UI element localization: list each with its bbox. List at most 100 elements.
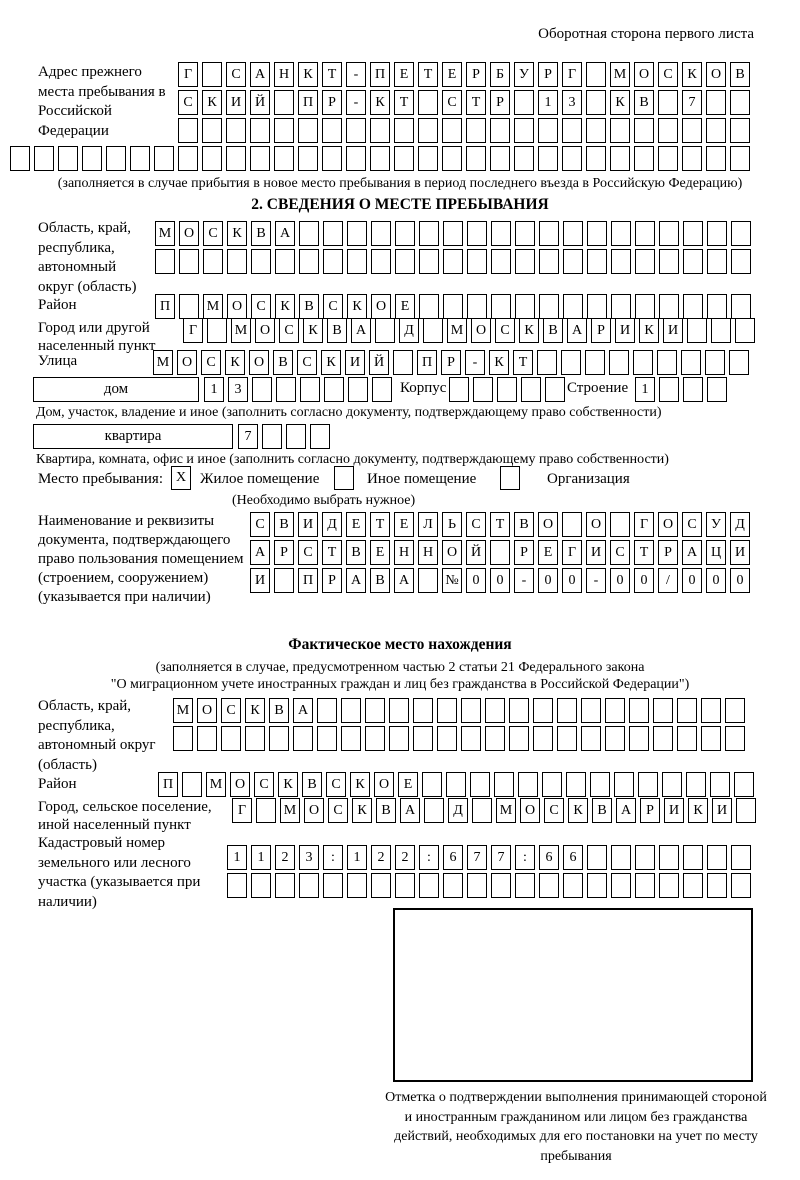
char-cell[interactable] — [730, 90, 750, 115]
char-cell[interactable]: Д — [448, 798, 468, 823]
char-cell[interactable] — [252, 377, 272, 402]
char-cell[interactable]: О — [520, 798, 540, 823]
char-cell[interactable] — [461, 698, 481, 723]
char-cell[interactable] — [653, 726, 673, 751]
char-cell[interactable]: 1 — [538, 90, 558, 115]
char-cell[interactable]: - — [465, 350, 485, 375]
char-cell[interactable] — [393, 350, 413, 375]
char-cell[interactable] — [227, 249, 247, 274]
char-cell[interactable] — [202, 146, 222, 171]
char-cell[interactable] — [419, 249, 439, 274]
char-cell[interactable] — [424, 798, 444, 823]
char-cell[interactable] — [518, 772, 538, 797]
char-cell[interactable] — [707, 221, 727, 246]
char-cell[interactable]: С — [250, 512, 270, 537]
char-cell[interactable] — [707, 249, 727, 274]
char-cell[interactable]: Г — [634, 512, 654, 537]
char-cell[interactable] — [491, 249, 511, 274]
char-cell[interactable]: М — [153, 350, 173, 375]
char-cell[interactable] — [323, 873, 343, 898]
char-cell[interactable] — [658, 90, 678, 115]
char-cell[interactable] — [341, 726, 361, 751]
char-cell[interactable] — [683, 249, 703, 274]
char-cell[interactable] — [563, 873, 583, 898]
char-cell[interactable] — [635, 873, 655, 898]
char-cell[interactable]: С — [442, 90, 462, 115]
char-cell[interactable]: В — [302, 772, 322, 797]
char-cell[interactable]: П — [417, 350, 437, 375]
char-cell[interactable]: И — [663, 318, 683, 343]
char-cell[interactable] — [371, 221, 391, 246]
char-cell[interactable] — [202, 62, 222, 87]
char-cell[interactable]: Р — [322, 568, 342, 593]
char-cell[interactable]: К — [227, 221, 247, 246]
char-cell[interactable] — [497, 377, 517, 402]
char-cell[interactable] — [226, 118, 246, 143]
cadastral-row-2[interactable] — [227, 873, 751, 898]
char-cell[interactable] — [659, 845, 679, 870]
char-cell[interactable] — [586, 118, 606, 143]
char-cell[interactable] — [472, 798, 492, 823]
char-cell[interactable]: Е — [395, 294, 415, 319]
char-cell[interactable] — [346, 118, 366, 143]
char-cell[interactable] — [659, 221, 679, 246]
char-cell[interactable]: О — [371, 294, 391, 319]
char-cell[interactable] — [538, 146, 558, 171]
char-cell[interactable] — [638, 772, 658, 797]
char-cell[interactable]: О — [304, 798, 324, 823]
char-cell[interactable] — [322, 146, 342, 171]
char-cell[interactable] — [610, 118, 630, 143]
char-cell[interactable]: К — [610, 90, 630, 115]
char-cell[interactable] — [581, 698, 601, 723]
actual-region-row-2[interactable] — [173, 726, 745, 751]
char-cell[interactable]: Р — [490, 90, 510, 115]
char-cell[interactable] — [683, 845, 703, 870]
apartment-type-box[interactable]: квартира — [33, 424, 233, 449]
char-cell[interactable] — [610, 512, 630, 537]
char-cell[interactable] — [725, 698, 745, 723]
char-cell[interactable]: С — [201, 350, 221, 375]
char-cell[interactable]: Н — [394, 540, 414, 565]
char-cell[interactable] — [557, 726, 577, 751]
char-cell[interactable] — [634, 118, 654, 143]
house-type-box[interactable]: дом — [33, 377, 199, 402]
char-cell[interactable] — [491, 221, 511, 246]
char-cell[interactable]: К — [350, 772, 370, 797]
char-cell[interactable] — [256, 798, 276, 823]
char-cell[interactable]: : — [419, 845, 439, 870]
char-cell[interactable] — [155, 249, 175, 274]
char-cell[interactable] — [419, 873, 439, 898]
char-cell[interactable] — [677, 726, 697, 751]
char-cell[interactable]: К — [370, 90, 390, 115]
char-cell[interactable] — [681, 350, 701, 375]
char-cell[interactable] — [443, 221, 463, 246]
char-cell[interactable]: К — [275, 294, 295, 319]
char-cell[interactable] — [731, 249, 751, 274]
char-cell[interactable]: В — [514, 512, 534, 537]
char-cell[interactable]: Г — [183, 318, 203, 343]
char-cell[interactable] — [346, 146, 366, 171]
char-cell[interactable]: О — [197, 698, 217, 723]
char-cell[interactable]: К — [321, 350, 341, 375]
char-cell[interactable] — [323, 249, 343, 274]
char-cell[interactable] — [563, 249, 583, 274]
char-cell[interactable] — [490, 540, 510, 565]
char-cell[interactable]: А — [682, 540, 702, 565]
char-cell[interactable]: 0 — [562, 568, 582, 593]
char-cell[interactable] — [587, 294, 607, 319]
char-cell[interactable]: О — [255, 318, 275, 343]
char-cell[interactable]: Д — [399, 318, 419, 343]
char-cell[interactable] — [485, 726, 505, 751]
char-cell[interactable]: 7 — [491, 845, 511, 870]
char-cell[interactable] — [701, 698, 721, 723]
char-cell[interactable] — [299, 249, 319, 274]
char-cell[interactable] — [154, 146, 174, 171]
char-cell[interactable] — [539, 873, 559, 898]
char-cell[interactable]: А — [351, 318, 371, 343]
char-cell[interactable]: К — [303, 318, 323, 343]
char-cell[interactable] — [705, 350, 725, 375]
char-cell[interactable]: Т — [490, 512, 510, 537]
char-cell[interactable] — [683, 221, 703, 246]
stroenie-cells[interactable]: 1 — [635, 377, 727, 402]
